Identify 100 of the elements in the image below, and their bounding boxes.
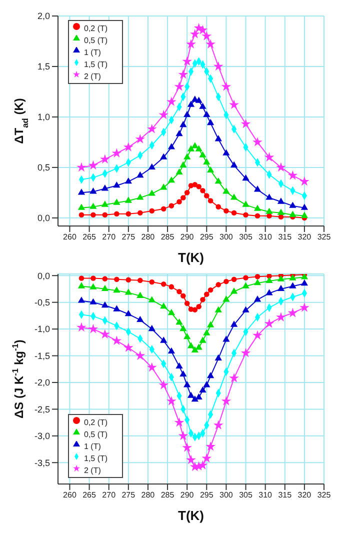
point [148,296,156,302]
point [266,289,273,296]
x-tick-label: 315 [278,490,292,500]
point [195,344,202,350]
point [182,56,192,66]
x-tick-label: 315 [278,232,292,242]
point [123,142,134,152]
point [206,321,214,328]
point [180,293,186,299]
x-tick-label: 275 [122,232,136,242]
point [184,381,191,388]
point [184,153,191,160]
point [243,275,248,280]
point [199,102,206,109]
point [149,208,155,214]
point [191,346,198,352]
legend-label: 1,5 (T) [84,454,108,463]
point [231,210,237,216]
x-tick-label: 300 [220,232,234,242]
point [206,441,216,451]
x-axis-title: T(K) [178,508,204,523]
point [206,118,214,126]
point [300,280,308,286]
point [158,110,169,120]
legend-label: 2 (T) [84,72,101,81]
point [136,316,144,322]
point [266,213,272,219]
point [264,152,274,162]
point [148,190,156,196]
point [166,396,176,406]
y-tick-label: 1,5 [37,62,50,72]
point [186,454,196,464]
point [254,296,262,302]
point [195,96,202,103]
point [100,329,110,339]
point [160,302,168,309]
point [300,302,310,312]
point [187,342,195,348]
point [112,148,122,158]
point [213,61,224,71]
point [180,161,187,168]
point [266,194,273,200]
point [168,284,174,290]
point [206,166,214,173]
point [148,163,156,170]
point [78,188,86,195]
point [199,386,206,393]
x-tick-label: 320 [298,232,312,242]
point [230,194,238,200]
point [168,203,174,208]
x-tick-label: 265 [82,490,97,500]
y-tick-label: -0,5 [34,298,50,308]
point [78,282,86,288]
point [160,153,168,160]
point [254,274,260,280]
x-tick-label: 280 [141,232,156,242]
point [146,362,157,372]
point [242,200,250,207]
point [160,206,166,212]
point [78,204,86,210]
y-tick-label: 0,0 [37,213,50,224]
point [76,162,86,172]
point [187,100,195,107]
point [124,196,132,203]
legend-label: 0,5 (T) [84,430,108,439]
point [231,276,237,282]
y-tick-label: -3,5 [34,458,50,468]
point [135,350,146,360]
point [90,212,96,218]
point [200,188,206,194]
point [187,145,195,152]
point [214,306,222,312]
point [204,292,210,297]
point [213,420,224,430]
point [126,277,132,283]
point [148,324,156,332]
point [242,282,250,288]
y-tick-label: 0,0 [37,270,50,281]
point [136,171,144,178]
point [276,312,286,322]
point [101,200,109,207]
point [230,320,238,327]
point [200,297,206,302]
point [222,149,230,156]
point [166,96,176,106]
y-tick-label: -2,5 [34,404,50,414]
point [78,296,86,303]
point [195,393,202,400]
point [160,184,168,190]
point [138,210,143,216]
point [208,287,214,293]
point [252,330,262,340]
point [174,417,184,427]
x-tick-label: 285 [160,490,175,500]
y-tick-label: 2,0 [37,11,50,22]
point [277,198,285,204]
point [199,151,206,158]
point [202,453,212,463]
point [184,110,191,117]
point [100,154,110,164]
